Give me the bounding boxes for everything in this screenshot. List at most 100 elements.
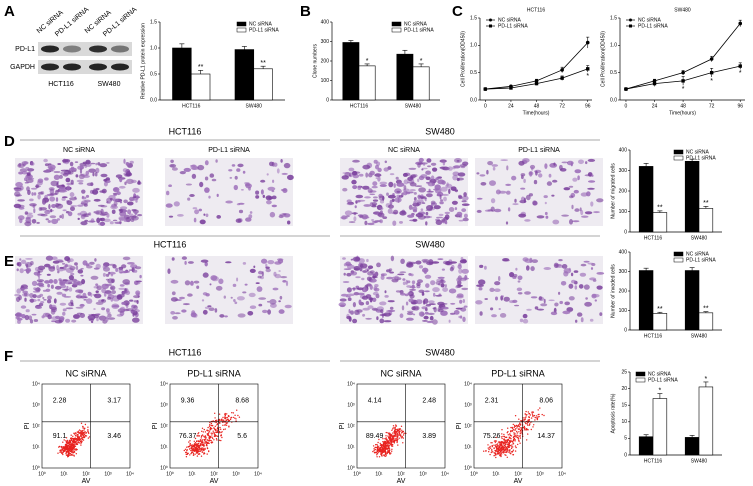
- cell-stain: [132, 215, 137, 219]
- cell-stain: [462, 316, 466, 322]
- cell-stain: [413, 313, 416, 316]
- flow-event: [207, 426, 209, 429]
- cell-stain: [129, 160, 134, 164]
- cell-stain: [45, 169, 51, 173]
- cell-stain: [380, 275, 385, 280]
- cell-stain: [479, 174, 486, 177]
- cell-stain: [110, 197, 113, 201]
- cell-stain: [16, 262, 20, 266]
- y-axis-label: Number of migrated cells: [610, 163, 616, 219]
- cell-stain: [460, 315, 463, 319]
- cell-stain: [499, 313, 507, 318]
- x-tick-label: 0: [484, 103, 487, 109]
- cell-stain: [393, 209, 399, 215]
- cell-stain: [544, 211, 548, 216]
- cell-stain: [20, 305, 27, 309]
- y-tick-label: 0: [624, 452, 627, 458]
- cell-stain: [282, 188, 288, 193]
- flow-event: [489, 445, 491, 448]
- cell-stain: [67, 211, 73, 217]
- flow-event: [499, 445, 501, 448]
- cell-stain: [60, 188, 67, 192]
- flow-event: [514, 445, 517, 447]
- flow-event: [205, 444, 208, 447]
- y-tick-label: 0: [624, 229, 627, 235]
- cell-stain: [417, 178, 420, 183]
- flow-event: [383, 455, 386, 457]
- flow-event: [75, 449, 77, 451]
- cell-stain: [52, 260, 60, 264]
- cell-stain: [353, 212, 357, 216]
- bar: [698, 208, 714, 233]
- cell-stain: [284, 304, 292, 309]
- flow-event: [72, 449, 74, 451]
- cell-stain: [494, 281, 501, 286]
- cell-stain: [118, 215, 127, 221]
- legend-label: PD-L1 siRNA: [648, 377, 678, 383]
- flow-event: [72, 451, 75, 453]
- cell-stain: [133, 305, 138, 310]
- cell-stain: [75, 174, 79, 178]
- cell-stain: [520, 173, 526, 177]
- flow-event: [205, 441, 207, 443]
- legend-marker: [489, 18, 492, 22]
- flow-event: [398, 434, 400, 436]
- flow-event: [237, 414, 239, 417]
- cell-stain: [79, 303, 85, 307]
- cell-stain: [435, 177, 439, 181]
- flow-event: [68, 444, 70, 446]
- flow-event: [375, 452, 377, 454]
- cell-stain: [215, 159, 218, 163]
- cell-stain: [216, 215, 221, 219]
- cell-stain: [441, 180, 446, 185]
- flow-event: [190, 444, 192, 447]
- flow-event: [62, 441, 64, 443]
- flow-event: [391, 445, 394, 447]
- cell-stain: [366, 276, 372, 282]
- flow-event: [525, 422, 527, 425]
- cell-stain: [66, 185, 71, 191]
- cell-stain: [526, 308, 532, 311]
- flow-event: [516, 427, 518, 429]
- cell-stain: [219, 314, 225, 318]
- cell-stain: [177, 214, 184, 217]
- cell-stain: [44, 280, 50, 284]
- cell-stain: [48, 203, 51, 210]
- flow-event: [501, 429, 503, 431]
- cell-stain: [475, 300, 483, 305]
- cell-stain: [62, 311, 66, 316]
- cell-stain: [15, 312, 23, 318]
- cell-stain: [580, 317, 584, 323]
- cell-stain: [340, 293, 349, 297]
- flow-event: [515, 446, 517, 449]
- flow-event: [202, 441, 204, 443]
- cell-stain: [403, 179, 409, 185]
- cell-stain: [29, 203, 37, 207]
- cell-stain: [563, 187, 571, 191]
- flow-event: [389, 439, 392, 442]
- flow-event: [498, 448, 500, 451]
- blot: [38, 42, 132, 56]
- flow-event: [78, 437, 81, 439]
- cell-stain: [61, 293, 67, 297]
- cell-stain: [128, 269, 133, 271]
- cell-stain: [439, 159, 447, 163]
- flow-event: [496, 449, 498, 452]
- flow-event: [507, 439, 510, 441]
- cell-stain: [342, 187, 348, 192]
- cell-stain: [237, 163, 244, 168]
- cell-stain: [377, 176, 381, 182]
- flow-event: [73, 440, 76, 442]
- flow-event: [518, 431, 520, 433]
- flow-tick-label: 10³: [232, 471, 240, 477]
- flow-event: [214, 425, 216, 427]
- cell-stain: [58, 316, 65, 321]
- flow-event: [199, 441, 201, 443]
- flow-event: [394, 428, 397, 430]
- flow-event: [80, 442, 82, 444]
- cell-stain: [407, 214, 415, 218]
- flow-event: [191, 448, 193, 450]
- flow-event: [387, 432, 389, 434]
- cell-stain: [514, 198, 517, 203]
- flow-tick-label: 10³: [160, 402, 168, 408]
